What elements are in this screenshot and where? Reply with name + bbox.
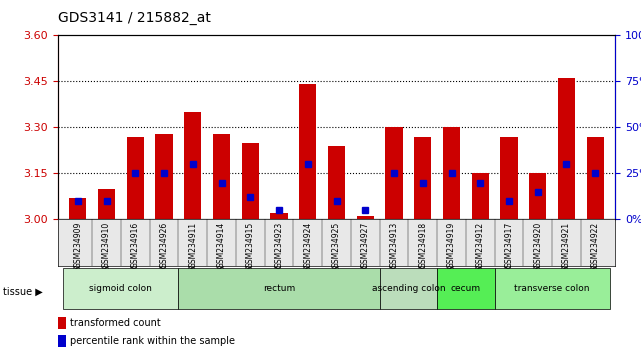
FancyBboxPatch shape: [437, 268, 495, 309]
Bar: [414, 137, 431, 219]
Text: GSM234910: GSM234910: [102, 222, 111, 273]
Text: GSM234917: GSM234917: [504, 222, 513, 273]
FancyBboxPatch shape: [379, 268, 437, 309]
Text: GSM234909: GSM234909: [73, 222, 82, 268]
Bar: [213, 133, 230, 219]
Text: GSM234920: GSM234920: [533, 222, 542, 268]
Bar: [529, 173, 546, 219]
Text: GSM234924: GSM234924: [303, 222, 312, 268]
Bar: [98, 189, 115, 219]
Bar: [356, 216, 374, 219]
Text: GSM234920: GSM234920: [533, 222, 542, 273]
FancyBboxPatch shape: [178, 268, 379, 309]
Text: GSM234911: GSM234911: [188, 222, 197, 268]
Text: GSM234927: GSM234927: [361, 222, 370, 268]
Text: GSM234916: GSM234916: [131, 222, 140, 268]
Text: GSM234914: GSM234914: [217, 222, 226, 268]
Bar: [58, 335, 66, 347]
Text: GSM234918: GSM234918: [419, 222, 428, 268]
FancyBboxPatch shape: [495, 268, 610, 309]
Text: GSM234916: GSM234916: [131, 222, 140, 273]
Text: GSM234927: GSM234927: [361, 222, 370, 273]
Text: GSM234919: GSM234919: [447, 222, 456, 273]
Bar: [58, 317, 66, 329]
Bar: [184, 112, 201, 219]
Text: transformed count: transformed count: [70, 318, 161, 328]
Bar: [472, 173, 489, 219]
Bar: [501, 137, 518, 219]
Text: GSM234926: GSM234926: [160, 222, 169, 273]
Bar: [299, 85, 317, 219]
Text: rectum: rectum: [263, 284, 295, 293]
Text: percentile rank within the sample: percentile rank within the sample: [70, 336, 235, 346]
Text: GSM234918: GSM234918: [419, 222, 428, 273]
Text: GSM234925: GSM234925: [332, 222, 341, 268]
Text: GSM234924: GSM234924: [303, 222, 312, 273]
Text: GSM234912: GSM234912: [476, 222, 485, 273]
Text: GSM234917: GSM234917: [504, 222, 513, 268]
Bar: [558, 78, 575, 219]
Text: GSM234910: GSM234910: [102, 222, 111, 268]
Text: GSM234911: GSM234911: [188, 222, 197, 273]
Text: GSM234915: GSM234915: [246, 222, 254, 273]
Text: GSM234922: GSM234922: [591, 222, 600, 273]
Bar: [155, 133, 172, 219]
Bar: [127, 137, 144, 219]
Text: tissue ▶: tissue ▶: [3, 287, 43, 297]
Text: GSM234921: GSM234921: [562, 222, 571, 273]
Text: ascending colon: ascending colon: [372, 284, 445, 293]
Bar: [242, 143, 259, 219]
Text: GSM234923: GSM234923: [274, 222, 283, 268]
Text: GSM234909: GSM234909: [73, 222, 82, 273]
Text: GSM234919: GSM234919: [447, 222, 456, 268]
Text: transverse colon: transverse colon: [514, 284, 590, 293]
Text: GSM234922: GSM234922: [591, 222, 600, 268]
Text: GSM234926: GSM234926: [160, 222, 169, 268]
Text: GSM234914: GSM234914: [217, 222, 226, 273]
Text: sigmoid colon: sigmoid colon: [90, 284, 153, 293]
Text: GSM234915: GSM234915: [246, 222, 254, 268]
Bar: [271, 213, 288, 219]
Bar: [328, 146, 345, 219]
Text: GSM234913: GSM234913: [390, 222, 399, 273]
Text: GDS3141 / 215882_at: GDS3141 / 215882_at: [58, 11, 210, 25]
Text: GSM234913: GSM234913: [390, 222, 399, 268]
Text: GSM234925: GSM234925: [332, 222, 341, 273]
Bar: [443, 127, 460, 219]
Text: GSM234923: GSM234923: [274, 222, 283, 273]
Bar: [587, 137, 604, 219]
FancyBboxPatch shape: [63, 268, 178, 309]
Bar: [385, 127, 403, 219]
Text: GSM234921: GSM234921: [562, 222, 571, 268]
Text: GSM234912: GSM234912: [476, 222, 485, 268]
Text: cecum: cecum: [451, 284, 481, 293]
Bar: [69, 198, 87, 219]
